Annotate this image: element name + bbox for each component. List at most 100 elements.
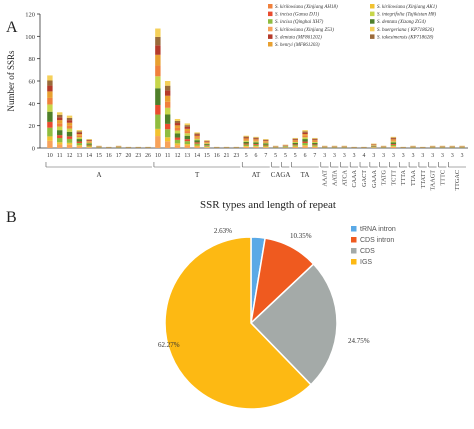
pie-legend-entry: CDS	[351, 248, 375, 255]
bar-segment	[390, 146, 397, 147]
group-label: GAAA	[371, 169, 378, 187]
y-tick-label: 40	[29, 101, 36, 108]
bar-segment	[302, 141, 308, 143]
bar-segment	[390, 143, 397, 145]
bar-segment	[184, 125, 191, 127]
bar-segment	[292, 142, 298, 145]
bar-segment	[47, 75, 53, 81]
bar-segment	[47, 121, 53, 128]
group-label: AT	[252, 171, 261, 179]
group-label: AATA	[332, 169, 339, 186]
bar-segment	[174, 123, 181, 126]
bar	[429, 145, 436, 148]
legend-entry: S. incisa (Qinghai XH7)	[268, 19, 324, 25]
bar-segment	[263, 143, 269, 145]
bar-segment	[174, 139, 181, 144]
bar-segment	[174, 130, 181, 134]
bar-segment	[66, 142, 73, 145]
pie-legend-label: tRNA intron	[360, 226, 396, 233]
bar	[47, 75, 53, 148]
bar-segment	[57, 142, 63, 145]
bar-segment	[204, 140, 210, 141]
legend-label: S. dentata (MF861202)	[275, 35, 322, 40]
bar-segment	[302, 131, 308, 133]
x-tick-label: 6	[304, 153, 307, 159]
group-label: CA	[271, 171, 281, 179]
bar-segment	[155, 114, 161, 129]
bar-segment	[164, 114, 171, 124]
pie-legend-label: IGS	[360, 259, 372, 266]
bar	[66, 115, 73, 148]
legend-entry: S. takesimensis (KP718628)	[370, 34, 434, 40]
bar-segment	[253, 138, 259, 140]
bar-segment	[312, 144, 318, 146]
bar-segment	[57, 112, 63, 115]
legend-label: S. kirilowiana (Xinjiang Z53)	[275, 28, 334, 33]
bar-segment	[194, 135, 200, 138]
x-tick-label: 3	[402, 153, 405, 159]
x-tick-label: 16	[106, 153, 112, 159]
legend-entry: S. dentata (Xizang ZG4)	[370, 19, 426, 25]
bar-segment	[292, 138, 298, 140]
bar-segment	[76, 146, 83, 148]
x-tick-label: 12	[67, 153, 73, 159]
x-tick-label: 26	[145, 153, 151, 159]
bar-segment	[66, 117, 73, 121]
bar-segment	[243, 135, 249, 137]
bar-segment	[76, 141, 83, 143]
bar	[302, 130, 308, 148]
bar-segment	[86, 147, 92, 148]
bar-segment	[292, 145, 298, 147]
bar	[380, 145, 387, 148]
bar-segment	[302, 145, 308, 147]
bar-segment	[155, 136, 161, 148]
bar-segment	[184, 123, 191, 126]
x-tick-label: 7	[313, 153, 316, 159]
bar	[390, 136, 397, 148]
bar-segment	[86, 140, 92, 142]
bar	[253, 136, 259, 148]
bar-segment	[57, 120, 63, 124]
bar-segment	[312, 138, 318, 140]
bar-segment	[204, 144, 210, 146]
legend-swatch	[268, 4, 273, 9]
pie-slice	[249, 262, 338, 386]
bar-segment	[292, 146, 298, 147]
y-tick-label: 100	[25, 34, 35, 41]
bar-chart-legend: S. kirilowiana (Xinjiang AH18) S. kirilow…	[268, 4, 437, 48]
bar-segment	[155, 88, 161, 105]
bar-segment	[292, 141, 298, 142]
bar-segment	[57, 114, 63, 118]
bar-segment	[194, 142, 200, 144]
group-label: A	[96, 171, 101, 179]
bar	[164, 81, 171, 148]
x-tick-label: 14	[86, 153, 92, 159]
bar	[194, 132, 200, 148]
pie-legend-label: CDS	[360, 248, 375, 255]
bar-segment	[253, 136, 259, 138]
bar-segment	[57, 137, 63, 143]
group-label: TATG	[381, 169, 388, 185]
bar	[76, 130, 83, 148]
bar-segment	[66, 131, 73, 137]
pie-legend-entry: IGS	[351, 259, 372, 266]
bar-segment	[194, 133, 200, 135]
bar-segment	[204, 141, 210, 142]
bar-segment	[164, 81, 171, 86]
bar	[321, 145, 328, 148]
bar-segment	[204, 145, 210, 147]
pie-legend-entry: tRNA intron	[351, 226, 396, 233]
bar-segment	[66, 136, 73, 139]
bar-segment	[263, 146, 269, 148]
bar-segment	[155, 45, 161, 55]
x-tick-label: 13	[76, 153, 82, 159]
legend-swatch	[370, 34, 375, 39]
bar-segment	[76, 139, 83, 142]
y-tick-label: 0	[32, 146, 35, 153]
bar	[351, 146, 357, 148]
bar-segment	[253, 146, 259, 147]
bar-segment	[312, 146, 318, 148]
y-axis-label: Number of SSRs	[6, 50, 16, 112]
bar-segment	[312, 141, 318, 143]
legend-entry: S. kirilowiana (Xinjiang AH18)	[268, 4, 338, 10]
